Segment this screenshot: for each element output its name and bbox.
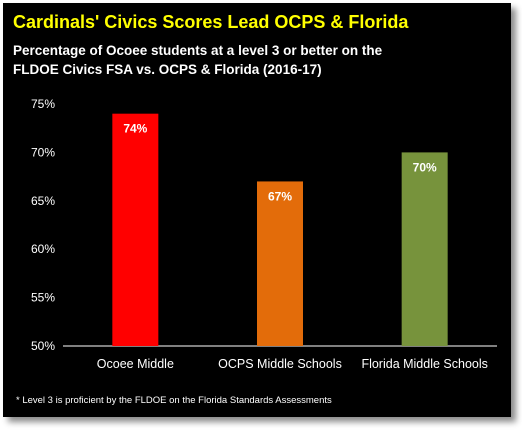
category-label: Florida Middle Schools: [361, 357, 487, 371]
y-tick-label: 50%: [31, 339, 55, 353]
chart-panel: Cardinals' Civics Scores Lead OCPS & Flo…: [3, 3, 511, 417]
y-tick-label: 70%: [31, 145, 55, 159]
y-tick-label: 75%: [31, 97, 55, 111]
chart-subtitle: Percentage of Ocoee students at a level …: [13, 41, 382, 79]
y-tick-label: 55%: [31, 291, 55, 305]
bar-chart: 50% 55% 60% 65% 70% 75% 74% Ocoee Middle 67% OCPS…: [31, 97, 497, 371]
footnote: * Level 3 is proficient by the FLDOE on …: [16, 395, 332, 406]
category-label: OCPS Middle Schools: [218, 357, 342, 371]
y-tick-label: 60%: [31, 242, 55, 256]
bar-2: [257, 181, 303, 346]
chart-subtitle-line-2: FLDOE Civics FSA vs. OCPS & Florida (201…: [13, 62, 322, 77]
category-label: Ocoee Middle: [97, 357, 174, 371]
data-label: 70%: [413, 160, 437, 174]
data-label: 74%: [123, 122, 147, 136]
chart-title: Cardinals' Civics Scores Lead OCPS & Flo…: [13, 12, 409, 32]
data-label: 67%: [268, 189, 292, 203]
chart-subtitle-line-1: Percentage of Ocoee students at a level …: [13, 43, 383, 58]
bar-3: [401, 152, 448, 346]
bar-1: [112, 113, 159, 347]
y-tick-label: 65%: [31, 194, 55, 208]
